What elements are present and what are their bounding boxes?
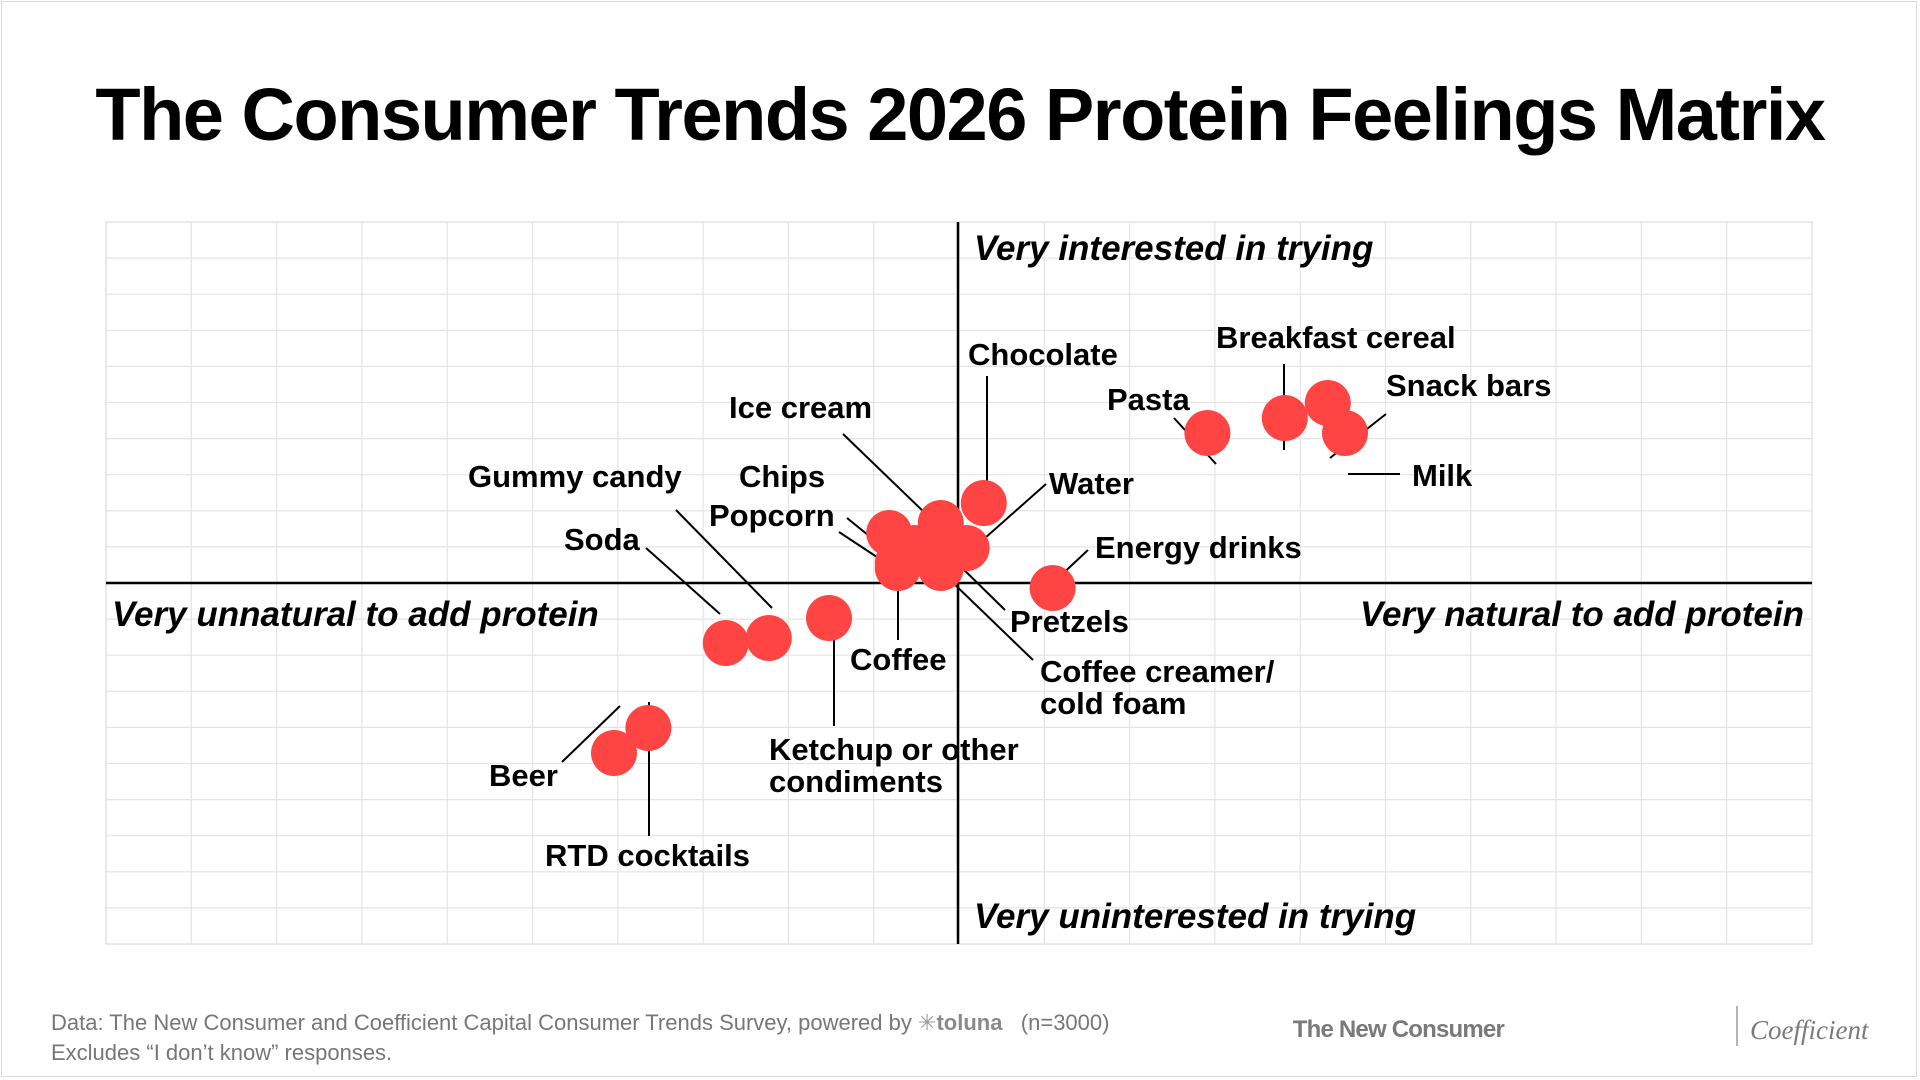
point-label: Gummy candy bbox=[468, 459, 682, 494]
point-label: Snack bars bbox=[1386, 368, 1551, 403]
data-point bbox=[591, 730, 637, 776]
toluna-logo-icon: ✳ bbox=[918, 1010, 937, 1035]
point-label: Chips bbox=[739, 459, 825, 494]
brand-divider bbox=[1736, 1006, 1738, 1046]
toluna-wordmark: toluna bbox=[936, 1010, 1003, 1035]
point-label: Ice cream bbox=[729, 390, 872, 425]
brand-coefficient: Coefficient bbox=[1750, 1015, 1869, 1045]
point-label: Milk bbox=[1412, 458, 1473, 493]
data-point bbox=[625, 705, 672, 751]
data-point bbox=[1261, 395, 1308, 441]
point-label: Coffee bbox=[850, 642, 946, 677]
axis-label-top: Very interested in trying bbox=[974, 229, 1373, 268]
data-point bbox=[960, 480, 1007, 526]
data-point bbox=[1322, 410, 1368, 456]
axis-label-left: Very unnatural to add protein bbox=[112, 595, 599, 634]
axis-label-bottom: Very uninterested in trying bbox=[974, 897, 1416, 936]
source-text: Data: The New Consumer and Coefficient C… bbox=[51, 1010, 912, 1035]
leader-line bbox=[947, 577, 1034, 661]
data-point bbox=[745, 615, 792, 661]
footer-source: Data: The New Consumer and Coefficient C… bbox=[51, 1008, 1109, 1068]
data-point bbox=[806, 595, 852, 641]
leader-line bbox=[842, 433, 927, 515]
point-label: RTD cocktails bbox=[545, 838, 750, 873]
chart-title: The Consumer Trends 2026 Protein Feeling… bbox=[95, 73, 1826, 156]
point-label: Breakfast cereal bbox=[1216, 320, 1456, 355]
footer-note: Excludes “I don’t know” responses. bbox=[51, 1040, 393, 1065]
point-label: Pretzels bbox=[1010, 604, 1129, 639]
leader-line bbox=[561, 705, 621, 763]
point-label: Popcorn bbox=[709, 498, 835, 533]
point-label: Chocolate bbox=[968, 337, 1118, 372]
point-label: Water bbox=[1049, 466, 1134, 501]
brand-the-new-consumer: The New Consumer bbox=[1292, 1016, 1505, 1043]
data-point bbox=[1029, 565, 1076, 611]
data-point bbox=[702, 620, 749, 666]
sample-size: (n=3000) bbox=[1020, 1010, 1110, 1035]
leader-line bbox=[975, 483, 1047, 547]
point-label: Beer bbox=[489, 758, 558, 793]
data-point bbox=[874, 545, 921, 591]
point-labels: Breakfast cereal Snack bars Milk Pasta Choco… bbox=[468, 320, 1551, 873]
leader-line bbox=[675, 509, 773, 609]
leader-line bbox=[645, 547, 721, 615]
point-label: Coffee creamer/cold foam bbox=[1040, 654, 1275, 721]
point-label: Pasta bbox=[1107, 382, 1190, 417]
axis-label-right: Very natural to add protein bbox=[1360, 595, 1804, 634]
point-label: Soda bbox=[564, 522, 641, 557]
point-label: Ketchup or other condiments bbox=[769, 732, 1019, 799]
data-points bbox=[591, 380, 1368, 776]
data-point bbox=[1184, 410, 1231, 456]
point-label: Energy drinks bbox=[1095, 530, 1302, 565]
